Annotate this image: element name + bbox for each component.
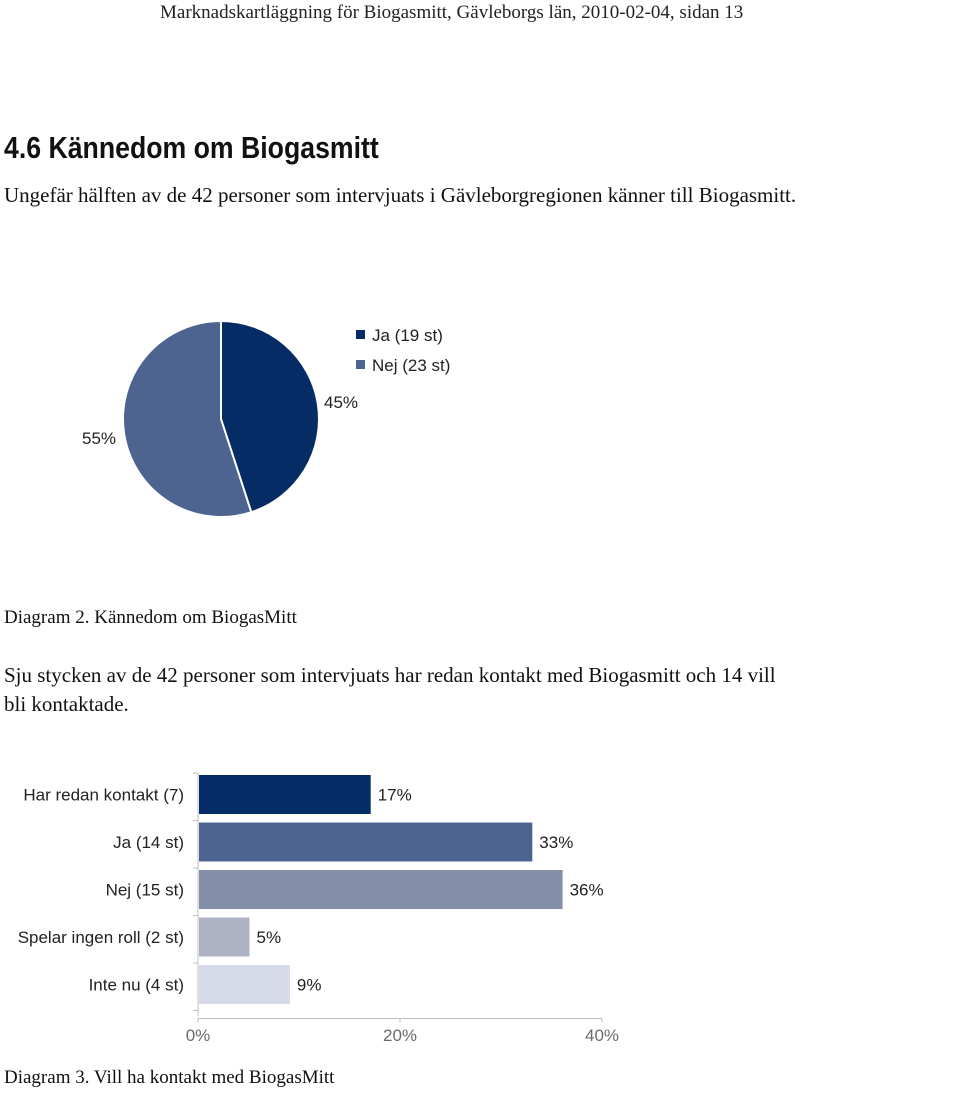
- category-label: Har redan kontakt (7): [23, 786, 184, 805]
- bar-value-label: 5%: [257, 928, 282, 947]
- page-header: Marknadskartläggning för Biogasmitt, Gäv…: [160, 2, 744, 23]
- bar-3: [199, 917, 250, 957]
- paragraph-2-line-2: bli kontaktade.: [4, 692, 129, 716]
- category-label: Inte nu (4 st): [89, 976, 184, 995]
- bar-0: [199, 775, 371, 814]
- legend-label-ja: Ja (19 st): [372, 326, 443, 345]
- x-tick-label: 20%: [383, 1026, 417, 1045]
- caption-diagram-2: Diagram 2. Kännedom om BiogasMitt: [4, 607, 297, 628]
- category-label: Spelar ingen roll (2 st): [18, 928, 184, 947]
- legend-swatch-nej: [356, 360, 365, 369]
- pie-slice-nej: [121, 319, 253, 518]
- pie-label-nej: 55%: [82, 429, 116, 448]
- bar-value-label: 9%: [297, 976, 322, 995]
- bar-value-label: 17%: [378, 786, 412, 805]
- category-label: Nej (15 st): [106, 881, 184, 900]
- category-label: Ja (14 st): [113, 833, 184, 852]
- bar-value-label: 33%: [539, 833, 573, 852]
- bar-value-label: 36%: [570, 881, 604, 900]
- section-title: 4.6 Kännedom om Biogasmitt: [4, 130, 379, 165]
- pie-slice-ja: [220, 319, 320, 514]
- x-tick-label: 0%: [186, 1026, 211, 1045]
- paragraph-2-line-1: Sju stycken av de 42 personer som interv…: [4, 663, 776, 687]
- bar-2: [199, 870, 563, 909]
- x-tick-label: 40%: [585, 1026, 619, 1045]
- caption-diagram-3: Diagram 3. Vill ha kontakt med BiogasMit…: [4, 1067, 335, 1088]
- legend-swatch-ja: [356, 330, 365, 339]
- legend-label-nej: Nej (23 st): [372, 356, 450, 375]
- bar-1: [199, 822, 533, 862]
- intro-paragraph: Ungefär hälften av de 42 personer som in…: [4, 183, 797, 207]
- bar-4: [199, 965, 290, 1004]
- pie-label-ja: 45%: [324, 393, 358, 412]
